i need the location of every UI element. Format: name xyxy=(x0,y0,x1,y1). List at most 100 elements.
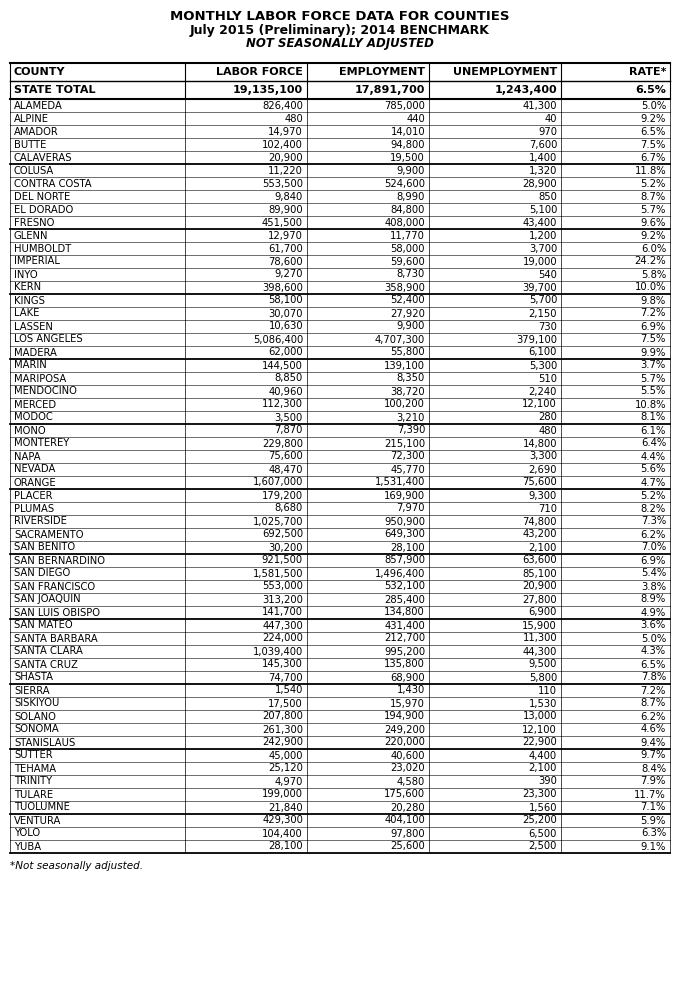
Text: 1,607,000: 1,607,000 xyxy=(253,477,303,487)
Text: 1,531,400: 1,531,400 xyxy=(375,477,425,487)
Text: 15,900: 15,900 xyxy=(522,621,557,631)
Text: 10,630: 10,630 xyxy=(269,321,303,331)
Text: 207,800: 207,800 xyxy=(262,712,303,722)
Text: 1,320: 1,320 xyxy=(529,166,557,176)
Text: 21,840: 21,840 xyxy=(269,802,303,812)
Text: 5.7%: 5.7% xyxy=(641,205,666,215)
Text: EMPLOYMENT: EMPLOYMENT xyxy=(339,67,425,77)
Text: 9,900: 9,900 xyxy=(396,321,425,331)
Text: 8.4%: 8.4% xyxy=(641,763,666,773)
Text: 249,200: 249,200 xyxy=(384,725,425,735)
Text: 75,600: 75,600 xyxy=(268,451,303,461)
Text: 2,240: 2,240 xyxy=(529,386,557,396)
Text: 7.5%: 7.5% xyxy=(641,140,666,150)
Text: NOT SEASONALLY ADJUSTED: NOT SEASONALLY ADJUSTED xyxy=(246,37,434,50)
Text: 24.2%: 24.2% xyxy=(634,256,666,266)
Text: 134,800: 134,800 xyxy=(384,608,425,618)
Text: 553,500: 553,500 xyxy=(262,179,303,189)
Text: 40,960: 40,960 xyxy=(269,386,303,396)
Text: 68,900: 68,900 xyxy=(390,673,425,683)
Text: 78,600: 78,600 xyxy=(269,256,303,266)
Text: 9,900: 9,900 xyxy=(396,166,425,176)
Text: SAN MATEO: SAN MATEO xyxy=(14,621,73,631)
Text: 6.4%: 6.4% xyxy=(641,438,666,448)
Text: 950,900: 950,900 xyxy=(384,517,425,527)
Text: 5.7%: 5.7% xyxy=(641,373,666,383)
Text: 11,300: 11,300 xyxy=(522,634,557,644)
Text: 451,500: 451,500 xyxy=(262,218,303,228)
Text: 6.9%: 6.9% xyxy=(641,321,666,331)
Text: 3,210: 3,210 xyxy=(396,412,425,422)
Text: NAPA: NAPA xyxy=(14,451,41,461)
Text: 199,000: 199,000 xyxy=(262,789,303,799)
Text: EL DORADO: EL DORADO xyxy=(14,205,73,215)
Text: 3,300: 3,300 xyxy=(529,451,557,461)
Text: 13,000: 13,000 xyxy=(523,712,557,722)
Text: 5.5%: 5.5% xyxy=(641,386,666,396)
Text: 8,990: 8,990 xyxy=(396,192,425,202)
Text: SAN BERNARDINO: SAN BERNARDINO xyxy=(14,556,105,566)
Text: 23,020: 23,020 xyxy=(390,763,425,773)
Text: 30,070: 30,070 xyxy=(269,308,303,318)
Text: 194,900: 194,900 xyxy=(384,712,425,722)
Text: 1,200: 1,200 xyxy=(529,231,557,241)
Text: 7.2%: 7.2% xyxy=(641,686,666,696)
Text: 1,039,400: 1,039,400 xyxy=(253,647,303,657)
Text: 9,500: 9,500 xyxy=(529,660,557,670)
Text: INYO: INYO xyxy=(14,269,37,279)
Text: 220,000: 220,000 xyxy=(384,738,425,748)
Text: 75,600: 75,600 xyxy=(522,477,557,487)
Text: CONTRA COSTA: CONTRA COSTA xyxy=(14,179,92,189)
Text: 28,100: 28,100 xyxy=(269,841,303,851)
Text: 8,730: 8,730 xyxy=(397,269,425,279)
Text: SIERRA: SIERRA xyxy=(14,686,50,696)
Text: 398,600: 398,600 xyxy=(262,282,303,292)
Text: 5,300: 5,300 xyxy=(529,360,557,370)
Text: 40: 40 xyxy=(545,114,557,124)
Text: COLUSA: COLUSA xyxy=(14,166,54,176)
Text: 5.4%: 5.4% xyxy=(641,569,666,579)
Text: 431,400: 431,400 xyxy=(384,621,425,631)
Text: 730: 730 xyxy=(539,321,557,331)
Text: 9.8%: 9.8% xyxy=(641,295,666,305)
Text: DEL NORTE: DEL NORTE xyxy=(14,192,70,202)
Text: STATE TOTAL: STATE TOTAL xyxy=(14,85,95,95)
Text: TEHAMA: TEHAMA xyxy=(14,763,56,773)
Text: 84,800: 84,800 xyxy=(391,205,425,215)
Text: 11.7%: 11.7% xyxy=(634,789,666,799)
Text: 89,900: 89,900 xyxy=(269,205,303,215)
Text: MARIN: MARIN xyxy=(14,360,47,370)
Text: 175,600: 175,600 xyxy=(384,789,425,799)
Text: IMPERIAL: IMPERIAL xyxy=(14,256,60,266)
Text: 692,500: 692,500 xyxy=(262,530,303,540)
Text: 5,700: 5,700 xyxy=(529,295,557,305)
Text: 826,400: 826,400 xyxy=(262,101,303,111)
Text: 52,400: 52,400 xyxy=(390,295,425,305)
Text: 8,850: 8,850 xyxy=(275,373,303,383)
Text: 9.9%: 9.9% xyxy=(641,347,666,357)
Text: 14,010: 14,010 xyxy=(390,127,425,137)
Text: HUMBOLDT: HUMBOLDT xyxy=(14,244,71,253)
Text: 6.5%: 6.5% xyxy=(641,660,666,670)
Text: 7,600: 7,600 xyxy=(529,140,557,150)
Text: 5.2%: 5.2% xyxy=(641,179,666,189)
Text: 6,100: 6,100 xyxy=(529,347,557,357)
Text: 30,200: 30,200 xyxy=(269,543,303,553)
Text: 4.4%: 4.4% xyxy=(641,451,666,461)
Text: 510: 510 xyxy=(538,373,557,383)
Text: 5,086,400: 5,086,400 xyxy=(253,334,303,344)
Text: LOS ANGELES: LOS ANGELES xyxy=(14,334,83,344)
Text: 39,700: 39,700 xyxy=(522,282,557,292)
Text: 74,800: 74,800 xyxy=(523,517,557,527)
Text: MODOC: MODOC xyxy=(14,412,53,422)
Text: SANTA CLARA: SANTA CLARA xyxy=(14,647,83,657)
Text: 45,770: 45,770 xyxy=(390,464,425,474)
Text: 11,220: 11,220 xyxy=(268,166,303,176)
Text: SANTA BARBARA: SANTA BARBARA xyxy=(14,634,98,644)
Text: 524,600: 524,600 xyxy=(384,179,425,189)
Text: COUNTY: COUNTY xyxy=(14,67,65,77)
Text: 169,900: 169,900 xyxy=(384,490,425,501)
Text: 1,400: 1,400 xyxy=(529,153,557,163)
Text: 102,400: 102,400 xyxy=(262,140,303,150)
Text: 25,600: 25,600 xyxy=(390,841,425,851)
